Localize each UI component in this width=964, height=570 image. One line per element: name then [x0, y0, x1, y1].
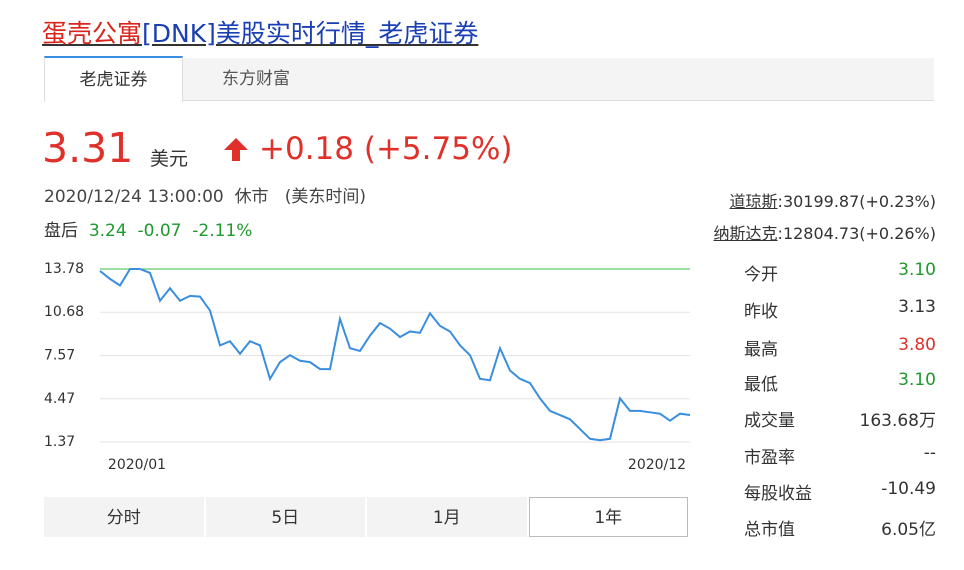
tab-bar: [44, 58, 934, 101]
period-tab[interactable]: 5日: [205, 497, 365, 537]
timezone: (美东时间): [284, 187, 367, 207]
indices: 道琼斯:30199.87(+0.23%) 纳斯达克:12804.73(+0.26…: [714, 186, 936, 250]
quote-time: 2020/12/24 13:00:00 休市 (美东时间): [44, 182, 366, 207]
index-value: :12804.73(+0.26%): [777, 224, 936, 243]
period-tab[interactable]: 1月: [367, 497, 527, 537]
stat-value: --: [923, 443, 936, 463]
index-name[interactable]: 纳斯达克: [713, 224, 778, 243]
change: +0.18 (+5.75%): [259, 131, 513, 167]
stat-label: 市盈率: [744, 448, 795, 468]
period-tab[interactable]: 1年: [528, 497, 688, 537]
change-abs: +0.18: [259, 131, 354, 167]
status: 休市: [234, 187, 269, 207]
tab[interactable]: 老虎证券: [44, 56, 183, 102]
index: 纳斯达克:12804.73(+0.26%): [714, 218, 936, 250]
stat-label: 总市值: [744, 520, 795, 540]
index-value: :30199.87(+0.23%): [777, 192, 936, 211]
stat-value: 3.80: [898, 335, 936, 355]
title-name[interactable]: 蛋壳公寓: [42, 19, 143, 48]
after-price: 3.24: [88, 221, 127, 241]
y-tick-label: 10.68: [44, 304, 84, 320]
y-tick-label: 4.47: [44, 391, 75, 407]
up-arrow: [224, 138, 248, 161]
stat-value: 6.05亿: [881, 520, 936, 540]
tab[interactable]: 东方财富: [222, 69, 290, 89]
page-title[interactable]: 蛋壳公寓[DNK]美股实时行情_老虎证券: [42, 14, 478, 50]
time: 2020/12/24 13:00:00: [44, 187, 224, 207]
stat-value: 3.10: [898, 370, 936, 390]
period-tab[interactable]: 分时: [44, 497, 204, 537]
after-hours: 盘后 3.24 -0.07 -2.11%: [44, 216, 252, 241]
price-line: [99, 268, 691, 442]
x-tick-label: 2020/12: [628, 457, 686, 473]
title-rest[interactable]: [DNK]美股实时行情_老虎证券: [142, 19, 479, 48]
y-tick-label: 13.78: [44, 261, 84, 277]
after-pct: -2.11%: [192, 221, 253, 241]
stat-value: 3.13: [898, 297, 936, 317]
stat-value: 3.10: [898, 260, 936, 280]
currency: 美元: [150, 148, 189, 170]
price: 3.31: [42, 124, 134, 172]
stat-label: 今开: [744, 265, 778, 285]
change-pct: (+5.75%): [363, 131, 513, 167]
index-name[interactable]: 道琼斯: [729, 192, 778, 211]
stat-value: 163.68万: [859, 411, 936, 431]
stat-label: 成交量: [744, 411, 795, 431]
index: 道琼斯:30199.87(+0.23%): [714, 186, 936, 218]
stat-label: 昨收: [744, 302, 778, 322]
stat-label: 最高: [744, 340, 778, 360]
after-label: 盘后: [44, 221, 78, 241]
stat-label: 每股收益: [744, 484, 812, 504]
y-tick-label: 7.57: [44, 348, 75, 364]
x-tick-label: 2020/01: [108, 457, 166, 473]
stat-value: -10.49: [881, 479, 936, 499]
after-change: -0.07: [137, 221, 182, 241]
y-tick-label: 1.37: [44, 434, 75, 450]
stat-label: 最低: [744, 375, 778, 395]
